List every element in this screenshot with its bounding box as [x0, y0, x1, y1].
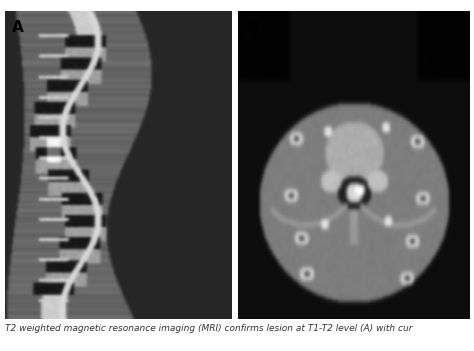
Text: B: B [247, 20, 259, 35]
Text: T2 weighted magnetic resonance imaging (MRI) confirms lesion at T1-T2 level (A) : T2 weighted magnetic resonance imaging (… [5, 324, 412, 333]
Text: A: A [11, 20, 23, 35]
